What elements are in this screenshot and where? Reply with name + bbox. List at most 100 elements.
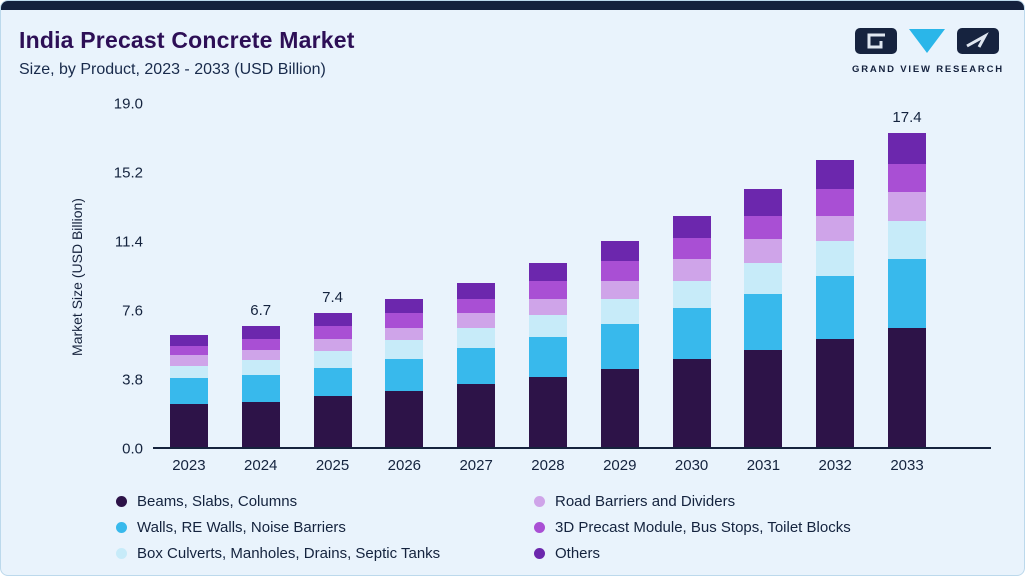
- logo-text: GRAND VIEW RESEARCH: [852, 64, 1004, 75]
- legend-marker: [116, 547, 127, 559]
- bar-segment: [385, 298, 424, 314]
- bar-segment: [888, 221, 927, 260]
- stacked-bar: [385, 298, 424, 447]
- legend-item: Beams, Slabs, Columns: [116, 488, 534, 514]
- bar-segment: [672, 280, 711, 308]
- bar-segment: [457, 298, 496, 314]
- bar-slot: [440, 104, 512, 447]
- x-tick-label: 2032: [818, 457, 852, 474]
- legend-label: Walls, RE Walls, Noise Barriers: [137, 518, 346, 536]
- x-axis: 2023 2024 2025 2026 2027 2028 2029 2030 2031 2032…: [153, 457, 991, 474]
- stacked-bar: [672, 215, 711, 447]
- bar-value-label: 7.4: [322, 289, 343, 307]
- stacked-bar: [816, 159, 855, 447]
- legend-label: Road Barriers and Dividers: [555, 492, 736, 510]
- x-tick-label: 2023: [172, 457, 206, 474]
- bar-segment: [888, 163, 927, 193]
- x-tick-label: 2029: [603, 457, 637, 474]
- top-accent-bar: [1, 1, 1024, 10]
- x-tick-label: 2027: [459, 457, 493, 474]
- legend-item: Box Culverts, Manholes, Drains, Septic T…: [116, 540, 534, 566]
- y-axis: 0.0 3.8 7.6 11.4 15.2 19.0: [93, 96, 143, 458]
- bar-segment: [169, 335, 208, 346]
- legend-item: Others: [534, 540, 851, 566]
- page-title: India Precast Concrete Market: [19, 27, 355, 53]
- legend-label: Others: [555, 544, 601, 562]
- stacked-bar: [241, 326, 280, 447]
- bar-segment: [169, 365, 208, 379]
- x-tick-label: 2025: [315, 457, 350, 474]
- bar-slot: 17.4: [871, 104, 943, 447]
- bar-segment: [816, 275, 855, 339]
- grand-view-research-logo: GRAND VIEW RESEARCH: [852, 27, 1002, 75]
- bar-segment: [457, 383, 496, 447]
- bar-segment: [528, 315, 567, 337]
- stacked-bar: [600, 241, 639, 447]
- legend-marker: [534, 495, 545, 507]
- bar-segment: [241, 349, 280, 361]
- bar-segment: [888, 192, 927, 222]
- bar-segment: [313, 396, 352, 447]
- bar-segment: [672, 358, 711, 447]
- bar-slot: [656, 104, 728, 447]
- bar-segment: [528, 376, 567, 447]
- stacked-bar: [528, 262, 567, 447]
- x-tick-label: 2033: [890, 457, 924, 474]
- bar-segment: [241, 374, 280, 402]
- legend-marker: [534, 547, 545, 559]
- bar-slot: [728, 104, 800, 447]
- plot-area: 6.7 7.4 17.4: [153, 104, 991, 449]
- bar-segment: [600, 280, 639, 299]
- bar-segment: [385, 340, 424, 359]
- bar-segment: [744, 349, 783, 447]
- legend-marker: [534, 521, 545, 533]
- bar-segment: [528, 298, 567, 316]
- bar-slot: [368, 104, 440, 447]
- y-tick-label: 3.8: [122, 371, 143, 389]
- bar-segment: [457, 327, 496, 348]
- stacked-bar: [313, 313, 352, 447]
- bar-segment: [169, 378, 208, 404]
- bar-segment: [744, 293, 783, 350]
- bar-segment: [241, 338, 280, 350]
- page-subtitle: Size, by Product, 2023 - 2033 (USD Billi…: [19, 61, 326, 78]
- y-tick-label: 15.2: [113, 164, 143, 182]
- bar-segment: [672, 308, 711, 359]
- chart-header: India Precast Concrete Market Size, by P…: [19, 27, 355, 79]
- bar-segment: [600, 298, 639, 325]
- bar-segment: [816, 338, 855, 447]
- y-axis-title-text: Market Size (USD Billion): [69, 197, 85, 356]
- legend-label: Box Culverts, Manholes, Drains, Septic T…: [137, 544, 441, 562]
- bar-value-label: 6.7: [250, 302, 272, 320]
- stacked-bar: [169, 335, 208, 447]
- bar-segment: [528, 262, 567, 281]
- bar-segment: [385, 327, 424, 341]
- bar-segment: [816, 159, 855, 189]
- bar-segment: [457, 313, 496, 328]
- legend: Beams, Slabs, Columns Walls, RE Walls, No…: [116, 488, 851, 566]
- y-tick-label: 11.4: [114, 233, 143, 251]
- bar-segment: [600, 241, 639, 262]
- bar-segment: [169, 403, 208, 447]
- x-tick-label: 2026: [387, 457, 422, 474]
- legend-item: Road Barriers and Dividers: [534, 488, 851, 514]
- bar-segment: [600, 324, 639, 370]
- bar-segment: [169, 345, 208, 355]
- bar-segment: [816, 215, 855, 242]
- bar-slot: [799, 104, 871, 447]
- bar-segment: [241, 401, 280, 447]
- bar-segment: [457, 282, 496, 299]
- bar-slot: 7.4: [297, 104, 369, 447]
- legend-label: 3D Precast Module, Bus Stops, Toilet Blo…: [555, 518, 851, 536]
- bar-segment: [888, 327, 927, 447]
- bar-segment: [241, 326, 280, 339]
- stacked-bar: [744, 188, 783, 447]
- legend-marker: [116, 521, 127, 533]
- bar-segment: [744, 188, 783, 216]
- bar-segment: [385, 313, 424, 328]
- stacked-bar: [888, 132, 927, 447]
- bar-slot: 6.7: [225, 104, 297, 447]
- bar-segment: [457, 347, 496, 384]
- bar-segment: [888, 259, 927, 328]
